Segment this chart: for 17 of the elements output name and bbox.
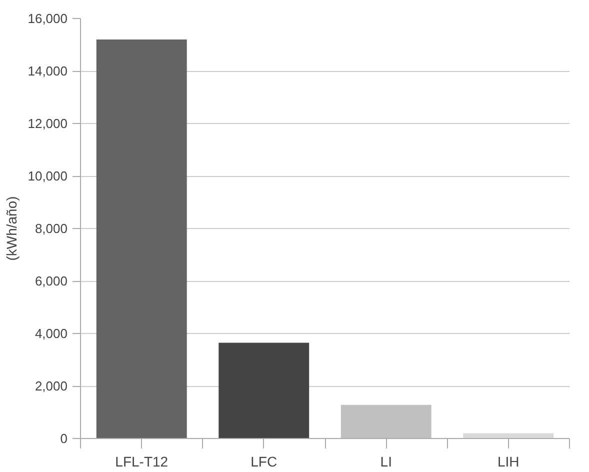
y-tick-label: 14,000 — [28, 64, 68, 78]
y-tick-label: 0 — [60, 431, 68, 446]
x-tick-label: LI — [380, 454, 392, 470]
y-tick-label: 8,000 — [34, 221, 68, 236]
bar — [218, 342, 310, 438]
x-tick-label: LFL-T12 — [115, 454, 168, 470]
y-tick-label: 6,000 — [34, 274, 68, 288]
y-tick-label: 2,000 — [34, 378, 68, 394]
y-tick-label: 4,000 — [34, 326, 68, 341]
y-tick-label: 16,000 — [28, 11, 68, 26]
x-tick-label: LIH — [497, 454, 520, 470]
y-axis-title: (kWh/año) — [4, 196, 20, 261]
y-tick-label: 10,000 — [28, 168, 68, 184]
bar — [96, 40, 187, 438]
bar — [340, 404, 432, 438]
x-tick-label: LFC — [250, 454, 278, 470]
y-tick-label: 12,000 — [28, 116, 68, 131]
